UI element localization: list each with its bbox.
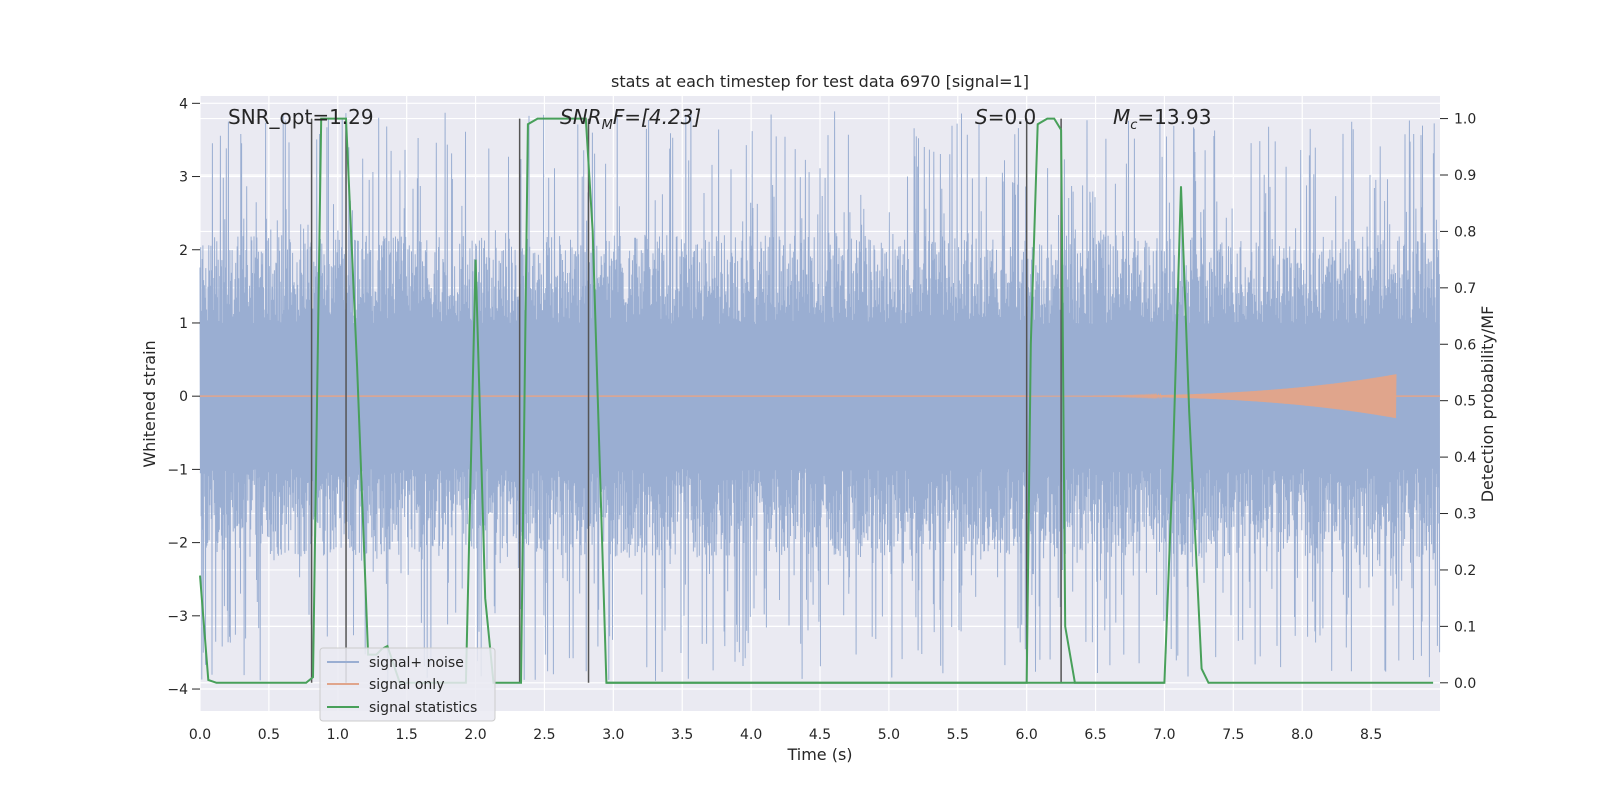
y-right-tick-label: 0.2 (1454, 563, 1476, 579)
y-right-tick-label: 0.4 (1454, 450, 1476, 466)
x-tick-label: 2.0 (464, 727, 486, 743)
annotation-snr-mf: SNRMF=[4.23] (560, 105, 701, 133)
x-tick-label: 1.5 (396, 727, 418, 743)
signal-statistics-line-1 (606, 117, 1165, 684)
signal-statistics-line-0 (199, 117, 1434, 684)
x-tick-label: 8.0 (1291, 727, 1313, 743)
x-tick-label: 3.5 (671, 727, 693, 743)
legend-label-signal-statistics: signal statistics (369, 700, 477, 716)
legend: signal+ noise signal only signal statist… (319, 647, 496, 722)
mc-rest: =13.93 (1137, 105, 1211, 129)
mc-base: M (1113, 105, 1130, 129)
y-right-axis-label: Detection probability/MF (1478, 306, 1497, 503)
y-right-tick-label: 0.5 (1454, 394, 1476, 410)
y-left-tick-label: 4 (179, 96, 188, 112)
x-tick-label: 7.5 (1222, 727, 1244, 743)
x-tick-label: 5.5 (947, 727, 969, 743)
x-tick-label: 6.0 (1016, 727, 1038, 743)
x-tick-label: 2.5 (533, 727, 555, 743)
y-right-tick-label: 0.9 (1454, 168, 1476, 184)
x-tick-label: 0.0 (189, 727, 211, 743)
s-rest: =0.0 (988, 105, 1037, 129)
x-tick-label: 4.0 (740, 727, 762, 743)
y-right-tick-label: 0.8 (1454, 224, 1476, 240)
x-tick-label: 3.0 (602, 727, 624, 743)
legend-label-signal-only: signal only (369, 677, 444, 693)
legend-box (319, 647, 496, 722)
chart-title: stats at each timestep for test data 697… (611, 72, 1029, 91)
annotation-mc: Mc=13.93 (1113, 105, 1211, 133)
y-left-tick-label: −4 (167, 682, 188, 698)
y-left-tick-label: 3 (179, 170, 188, 186)
x-tick-label: 4.5 (809, 727, 831, 743)
s-base: S (975, 105, 988, 129)
x-tick-label: 6.5 (1084, 727, 1106, 743)
y-right-tick-label: 0.0 (1454, 676, 1476, 692)
x-tick-labels: 0.0 0.5 1.0 1.5 2.0 2.5 3.0 3.5 4.0 4.5 5.0 5.5 6.0 6… (189, 727, 1382, 743)
x-tick-label: 1.0 (327, 727, 349, 743)
y-left-tick-label: −3 (167, 609, 188, 625)
x-tick-label: 7.0 (1153, 727, 1175, 743)
mc-sub: c (1130, 118, 1137, 133)
y-right-tick-labels: 0.0 0.1 0.2 0.3 0.4 0.5 0.6 0.7 0.8 0.9 1.0 (1440, 112, 1476, 692)
y-left-tick-labels: −4 −3 −2 −1 0 1 2 3 4 (167, 96, 200, 698)
signal-only-chirp (1026, 374, 1397, 419)
y-right-tick-label: 0.6 (1454, 337, 1476, 353)
signal-statistics-series (199, 117, 1434, 684)
annotation-snr-opt: SNR_opt=1.29 (228, 105, 374, 129)
y-right-tick-label: 0.7 (1454, 281, 1476, 297)
signal-noise-series (199, 111, 1441, 682)
vertical-markers (310, 118, 1062, 683)
snr-mf-base: SNR (560, 105, 602, 129)
x-tick-label: 0.5 (258, 727, 280, 743)
x-tick-label: 8.5 (1360, 727, 1382, 743)
y-left-tick-label: −1 (167, 462, 188, 478)
snr-mf-sub: M (602, 118, 613, 133)
legend-label-signal-noise: signal+ noise (369, 655, 464, 671)
snr-mf-rest: F=[4.23] (613, 105, 701, 129)
y-left-tick-label: 0 (179, 389, 188, 405)
x-tick-label: 5.0 (878, 727, 900, 743)
y-right-tick-label: 1.0 (1454, 112, 1476, 128)
x-axis-label: Time (s) (786, 745, 852, 764)
y-left-tick-label: 2 (179, 243, 188, 259)
y-left-axis-label: Whitened strain (140, 340, 159, 467)
y-left-tick-label: −2 (167, 536, 188, 552)
annotation-s: S=0.0 (975, 105, 1036, 129)
signal-noise-line (199, 111, 1441, 682)
signal-only-series (200, 374, 1440, 419)
y-right-tick-label: 0.3 (1454, 507, 1476, 523)
y-left-tick-label: 1 (179, 316, 188, 332)
y-right-tick-label: 0.1 (1454, 619, 1476, 635)
